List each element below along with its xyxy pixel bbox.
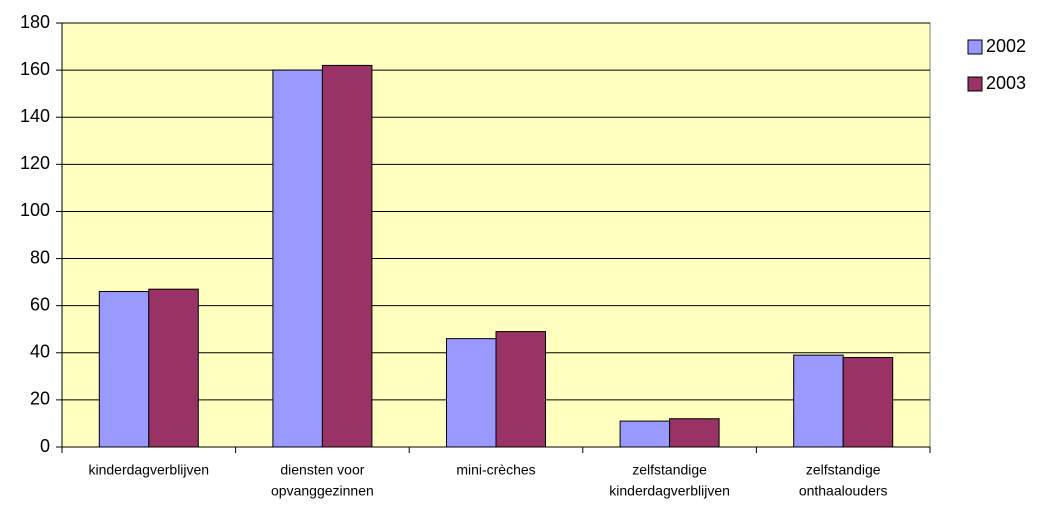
y-tick-label: 140 [20,106,50,126]
y-tick-label: 40 [30,342,50,362]
bar [669,418,720,448]
bar [98,291,150,448]
legend-label: 2002 [986,36,1026,56]
y-tick-label: 180 [20,12,50,32]
x-tick-label: onthaalouders [799,483,888,499]
x-tick-label: kinderdagverblijven [609,483,730,499]
x-tick-label: opvanggezinnen [271,483,374,499]
legend-swatch [967,39,983,55]
x-tick-label: kinderdagverblijven [88,462,209,478]
x-tick-label: zelfstandige [632,462,707,478]
x-tick-label: mini-crèches [456,462,535,478]
bar [842,356,894,448]
x-tick-label: diensten voor [280,462,364,478]
bar [446,338,497,448]
x-tick-label: zelfstandige [806,462,881,478]
bar [619,420,671,448]
bar [148,288,199,448]
y-tick-label: 0 [40,436,50,456]
y-tick-label: 80 [30,247,50,267]
bar [793,354,844,448]
legend-swatch [967,76,983,92]
bar [495,331,546,448]
bar [321,64,373,448]
y-tick-label: 60 [30,294,50,314]
y-tick-label: 100 [20,200,50,220]
y-tick-label: 120 [20,153,50,173]
legend-label: 2003 [986,73,1026,93]
bar [272,69,323,448]
y-tick-label: 20 [30,389,50,409]
y-tick-label: 160 [20,59,50,79]
